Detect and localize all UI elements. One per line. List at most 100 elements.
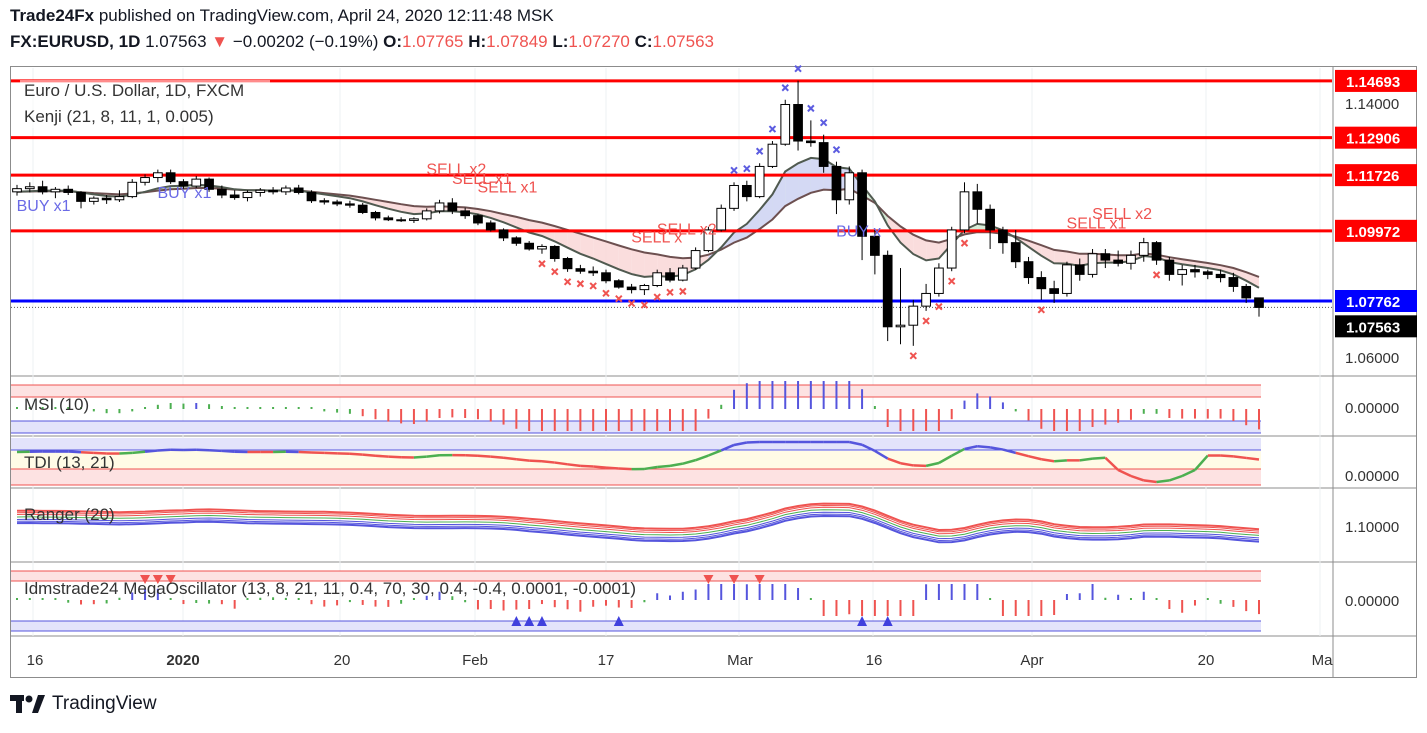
- mega-lower-band: [11, 621, 1261, 631]
- candle-body: [204, 178, 214, 190]
- candle: [639, 283, 650, 296]
- mega-sell-triangle: [152, 575, 163, 584]
- tdi-line-segment: [746, 440, 760, 444]
- ranger-band-line: [16, 506, 1260, 535]
- ranger-band-line: [16, 513, 1260, 542]
- candle-body: [818, 142, 829, 167]
- signal-cross-marker: [819, 118, 828, 127]
- candle: [88, 196, 99, 205]
- kenji-cloud-segment: [926, 240, 939, 261]
- price-tick-label: 1.14000: [1345, 96, 1399, 113]
- tdi-line-segment: [618, 467, 632, 471]
- candle: [1138, 237, 1149, 262]
- signal-cross-marker: [807, 104, 815, 113]
- candle-body: [972, 191, 983, 210]
- candle-body: [293, 187, 304, 193]
- candle: [793, 80, 803, 151]
- candle: [409, 217, 419, 223]
- candle: [1190, 264, 1200, 278]
- level-price-label: 1.09972: [1346, 224, 1400, 241]
- candle: [626, 283, 637, 294]
- legend-backdrop: [20, 80, 270, 128]
- signal-cross-marker: [627, 299, 636, 308]
- signal-label: BUY x: [836, 223, 881, 240]
- candle: [652, 269, 663, 288]
- kenji-cloud-segment: [657, 254, 671, 277]
- candle-body: [24, 186, 35, 190]
- kenji-fast-line: [16, 156, 1260, 289]
- candle-body: [165, 172, 176, 183]
- candle: [1062, 261, 1072, 297]
- candle: [780, 99, 791, 146]
- signal-cross-marker: [794, 64, 802, 73]
- tdi-line-segment: [887, 457, 901, 465]
- tdi-line-segment: [68, 450, 82, 454]
- tradingview-logo-icon: [10, 695, 45, 713]
- tdi-line-segment: [605, 466, 619, 470]
- candle: [1074, 258, 1085, 281]
- candle: [716, 204, 727, 232]
- candle-body: [1049, 288, 1059, 294]
- mega-label: Idmstrade24 MegaOscillator (13, 8, 21, 1…: [24, 579, 636, 598]
- tdi-line-segment: [1002, 448, 1017, 455]
- candle-body: [831, 165, 842, 201]
- candle-body: [1151, 242, 1162, 261]
- candle-body: [63, 188, 74, 193]
- candle-body: [1241, 285, 1252, 299]
- mega-buy-triangle: [511, 616, 522, 626]
- level-price-tag: [1335, 164, 1417, 187]
- close-value: 1.07563: [652, 32, 714, 51]
- signal-cross-marker: [922, 317, 930, 325]
- signal-cross-marker: [1152, 271, 1161, 279]
- ranger-band-line: [16, 511, 1260, 540]
- level-price-tag: [1335, 290, 1417, 313]
- symbol-name: FX:EURUSD, 1D: [10, 32, 141, 51]
- candle: [690, 247, 701, 270]
- signal-cross-marker: [743, 165, 751, 173]
- candle: [485, 220, 496, 232]
- candle: [1126, 250, 1136, 270]
- signal-label: SELL x: [631, 230, 682, 247]
- open-value: 1.07765: [402, 32, 464, 51]
- signal-cross-marker: [960, 239, 969, 247]
- candle: [857, 169, 867, 261]
- last-price: 1.07563: [145, 32, 207, 51]
- candle-body: [626, 286, 637, 291]
- candle-body: [1010, 242, 1021, 263]
- high-label: H:: [468, 32, 487, 51]
- kenji-cloud-segment: [503, 214, 517, 228]
- signal-label: SELL x2: [1092, 206, 1152, 223]
- chart-frame[interactable]: [10, 66, 1417, 678]
- candle: [1036, 271, 1047, 300]
- time-tick-label: Ma: [1312, 652, 1333, 669]
- candle: [165, 169, 176, 184]
- time-tick-label: Apr: [1020, 652, 1043, 669]
- candle: [1100, 248, 1111, 269]
- publisher-name[interactable]: Trade24Fx: [10, 6, 95, 25]
- signal-cross-marker: [551, 267, 559, 276]
- kenji-cloud-segment: [1054, 249, 1067, 264]
- candle-body: [562, 258, 573, 270]
- mega-sell-triangle: [165, 575, 176, 584]
- tdi-line-segment: [951, 447, 966, 457]
- candle-body: [741, 184, 752, 198]
- kenji-cloud-segment: [618, 245, 632, 275]
- candle: [229, 190, 240, 200]
- msi-label: MSI (10): [24, 395, 89, 414]
- footer-brand[interactable]: TradingView: [10, 692, 157, 716]
- candle: [140, 174, 150, 186]
- kenji-cloud-segment: [580, 233, 594, 259]
- candle: [524, 241, 535, 251]
- candle: [1023, 256, 1034, 284]
- kenji-cloud-segment: [1066, 251, 1080, 266]
- candle: [895, 268, 906, 345]
- mega-sell-triangle: [703, 575, 714, 584]
- tdi-line-segment: [1092, 456, 1106, 460]
- level-price-label: 1.12906: [1346, 131, 1400, 148]
- candle: [908, 299, 919, 346]
- kenji-cloud-segment: [913, 234, 927, 261]
- mega-upper-band: [11, 571, 1261, 581]
- tdi-line-segment: [119, 451, 133, 455]
- tdi-line-segment: [1028, 454, 1042, 461]
